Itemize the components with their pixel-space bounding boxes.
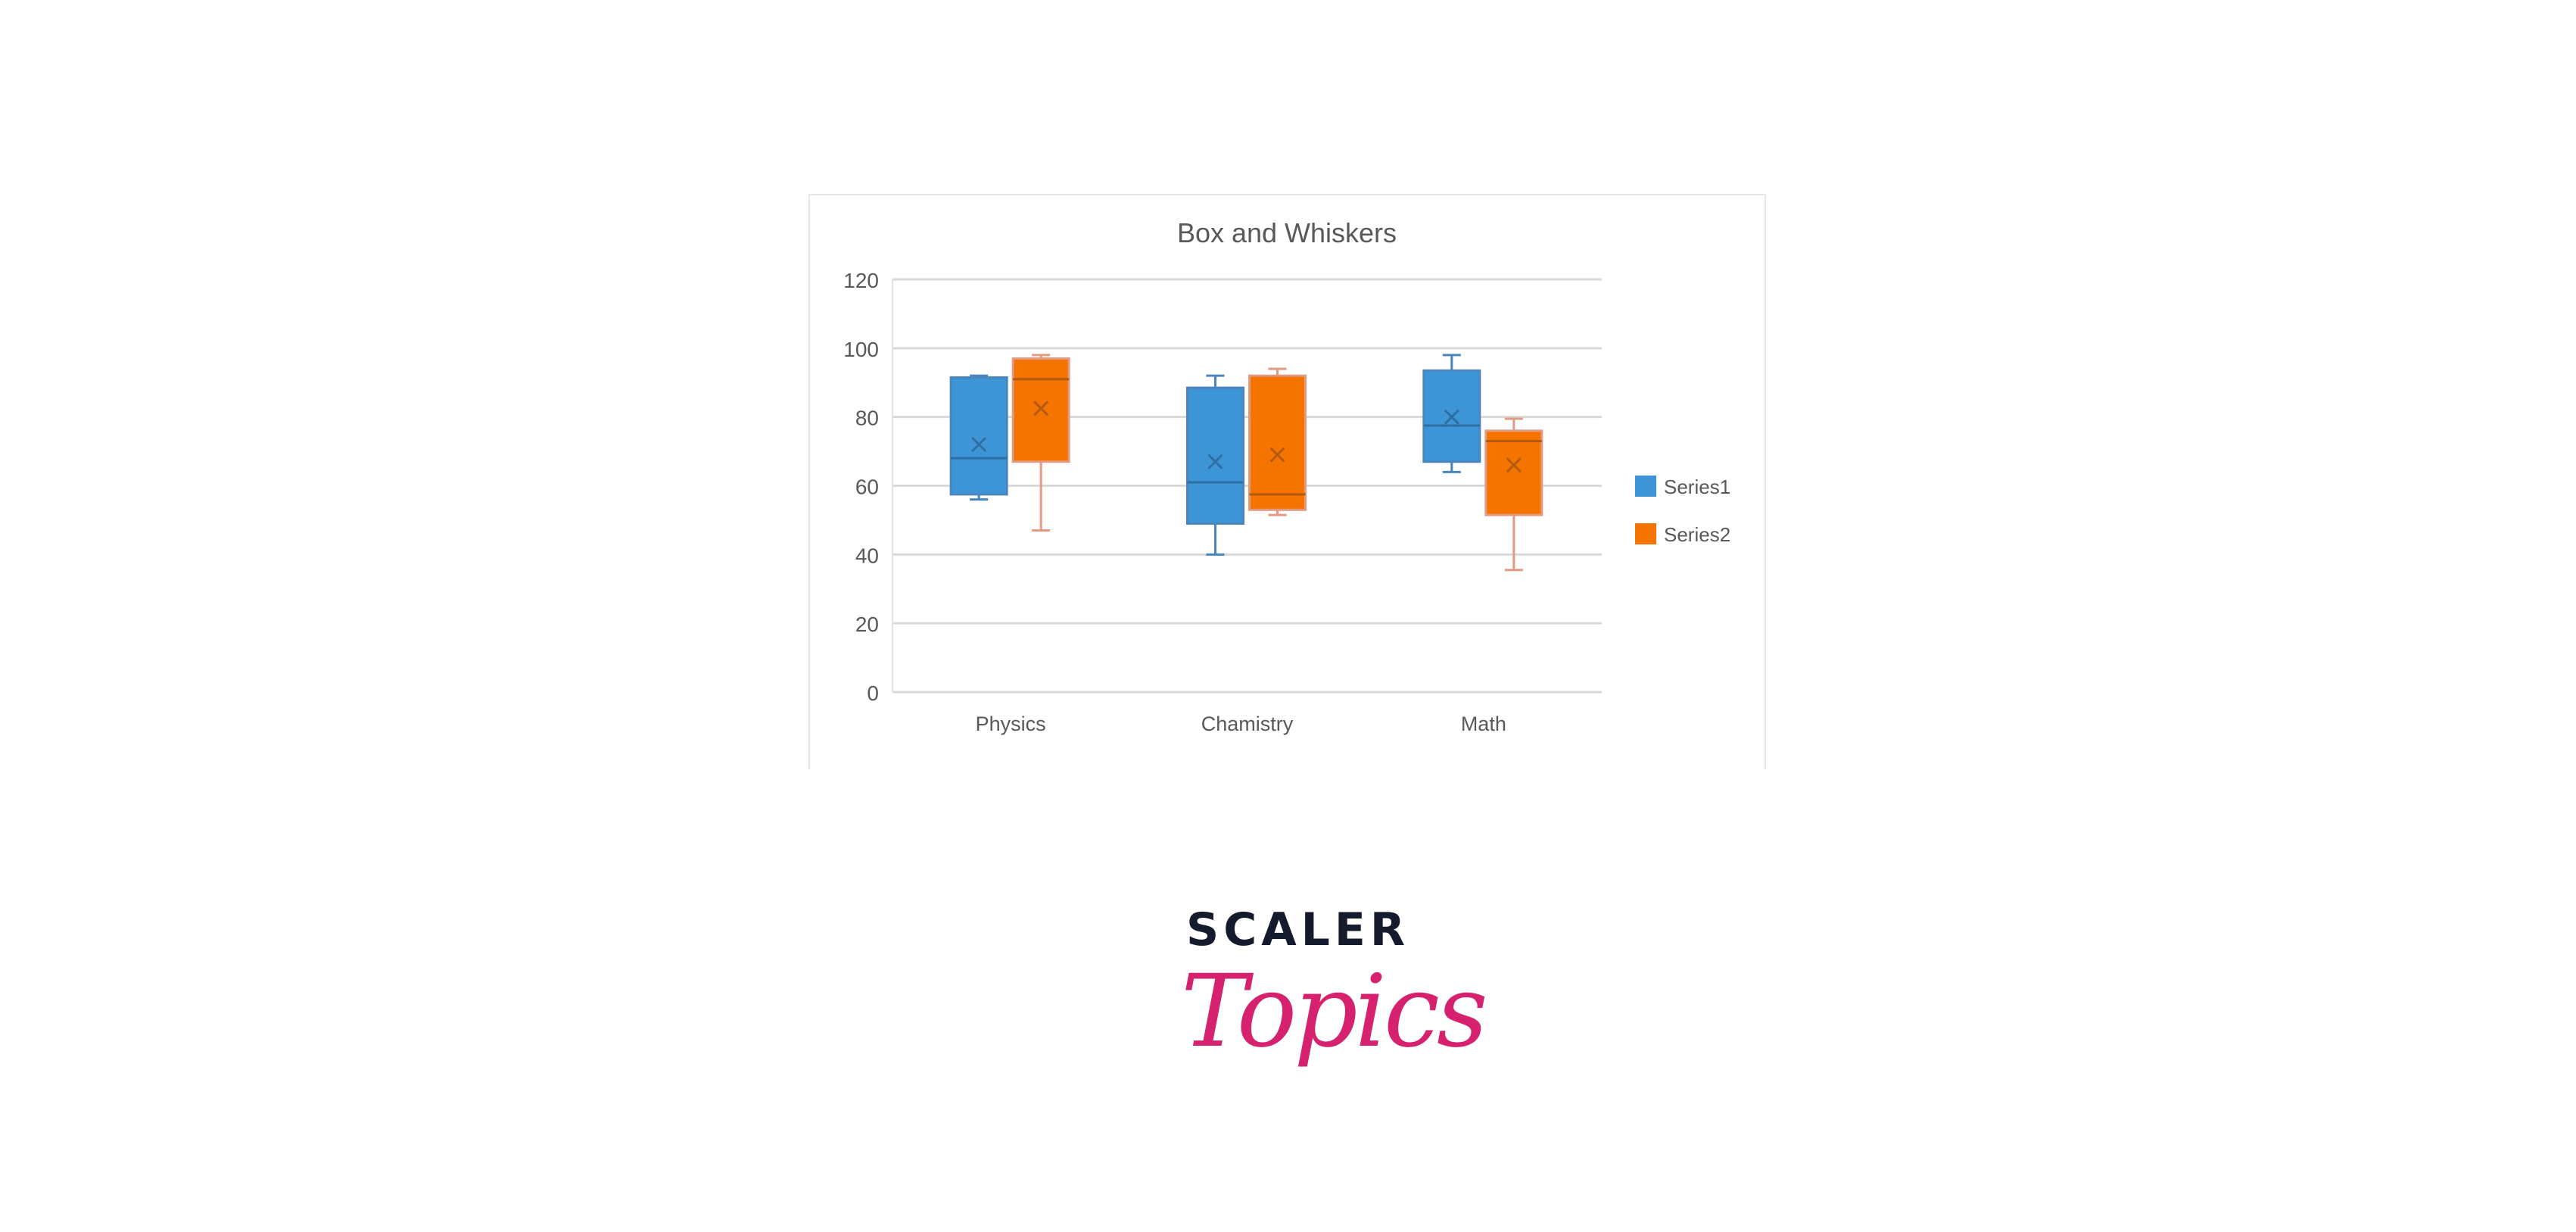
x-tick-label: Physics [976,713,1046,735]
y-tick-label: 80 [855,407,879,430]
y-tick-label: 40 [855,544,879,567]
legend-label: Series2 [1664,523,1730,546]
box [1011,357,1070,463]
chart-title: Box and Whiskers [1177,217,1397,248]
mean-marker [1444,409,1459,425]
scaler-topics-logo: SCALER Topics [1166,901,1488,1098]
legend-swatch [1635,476,1656,497]
chart-frame [808,194,1766,769]
y-tick-label: 20 [855,613,879,636]
box [1248,374,1307,511]
logo-wordmark: SCALER [1186,903,1410,956]
y-tick-label: 0 [867,681,879,705]
x-tick-label: Chamistry [1201,713,1294,735]
logo-script: Topics [1181,953,1488,1070]
y-tick-label: 120 [843,269,879,292]
legend-label: Series1 [1664,476,1730,498]
mean-marker [1269,447,1285,463]
box [1186,386,1244,525]
mean-marker [971,436,987,453]
mean-marker [1033,401,1049,416]
mean-marker [1506,457,1522,473]
box [1484,429,1543,516]
x-tick-label: Math [1461,713,1506,735]
mean-marker [1207,454,1223,469]
y-tick-label: 100 [843,338,879,361]
y-tick-label: 60 [855,476,879,499]
legend-swatch [1635,523,1656,544]
box [949,376,1008,496]
